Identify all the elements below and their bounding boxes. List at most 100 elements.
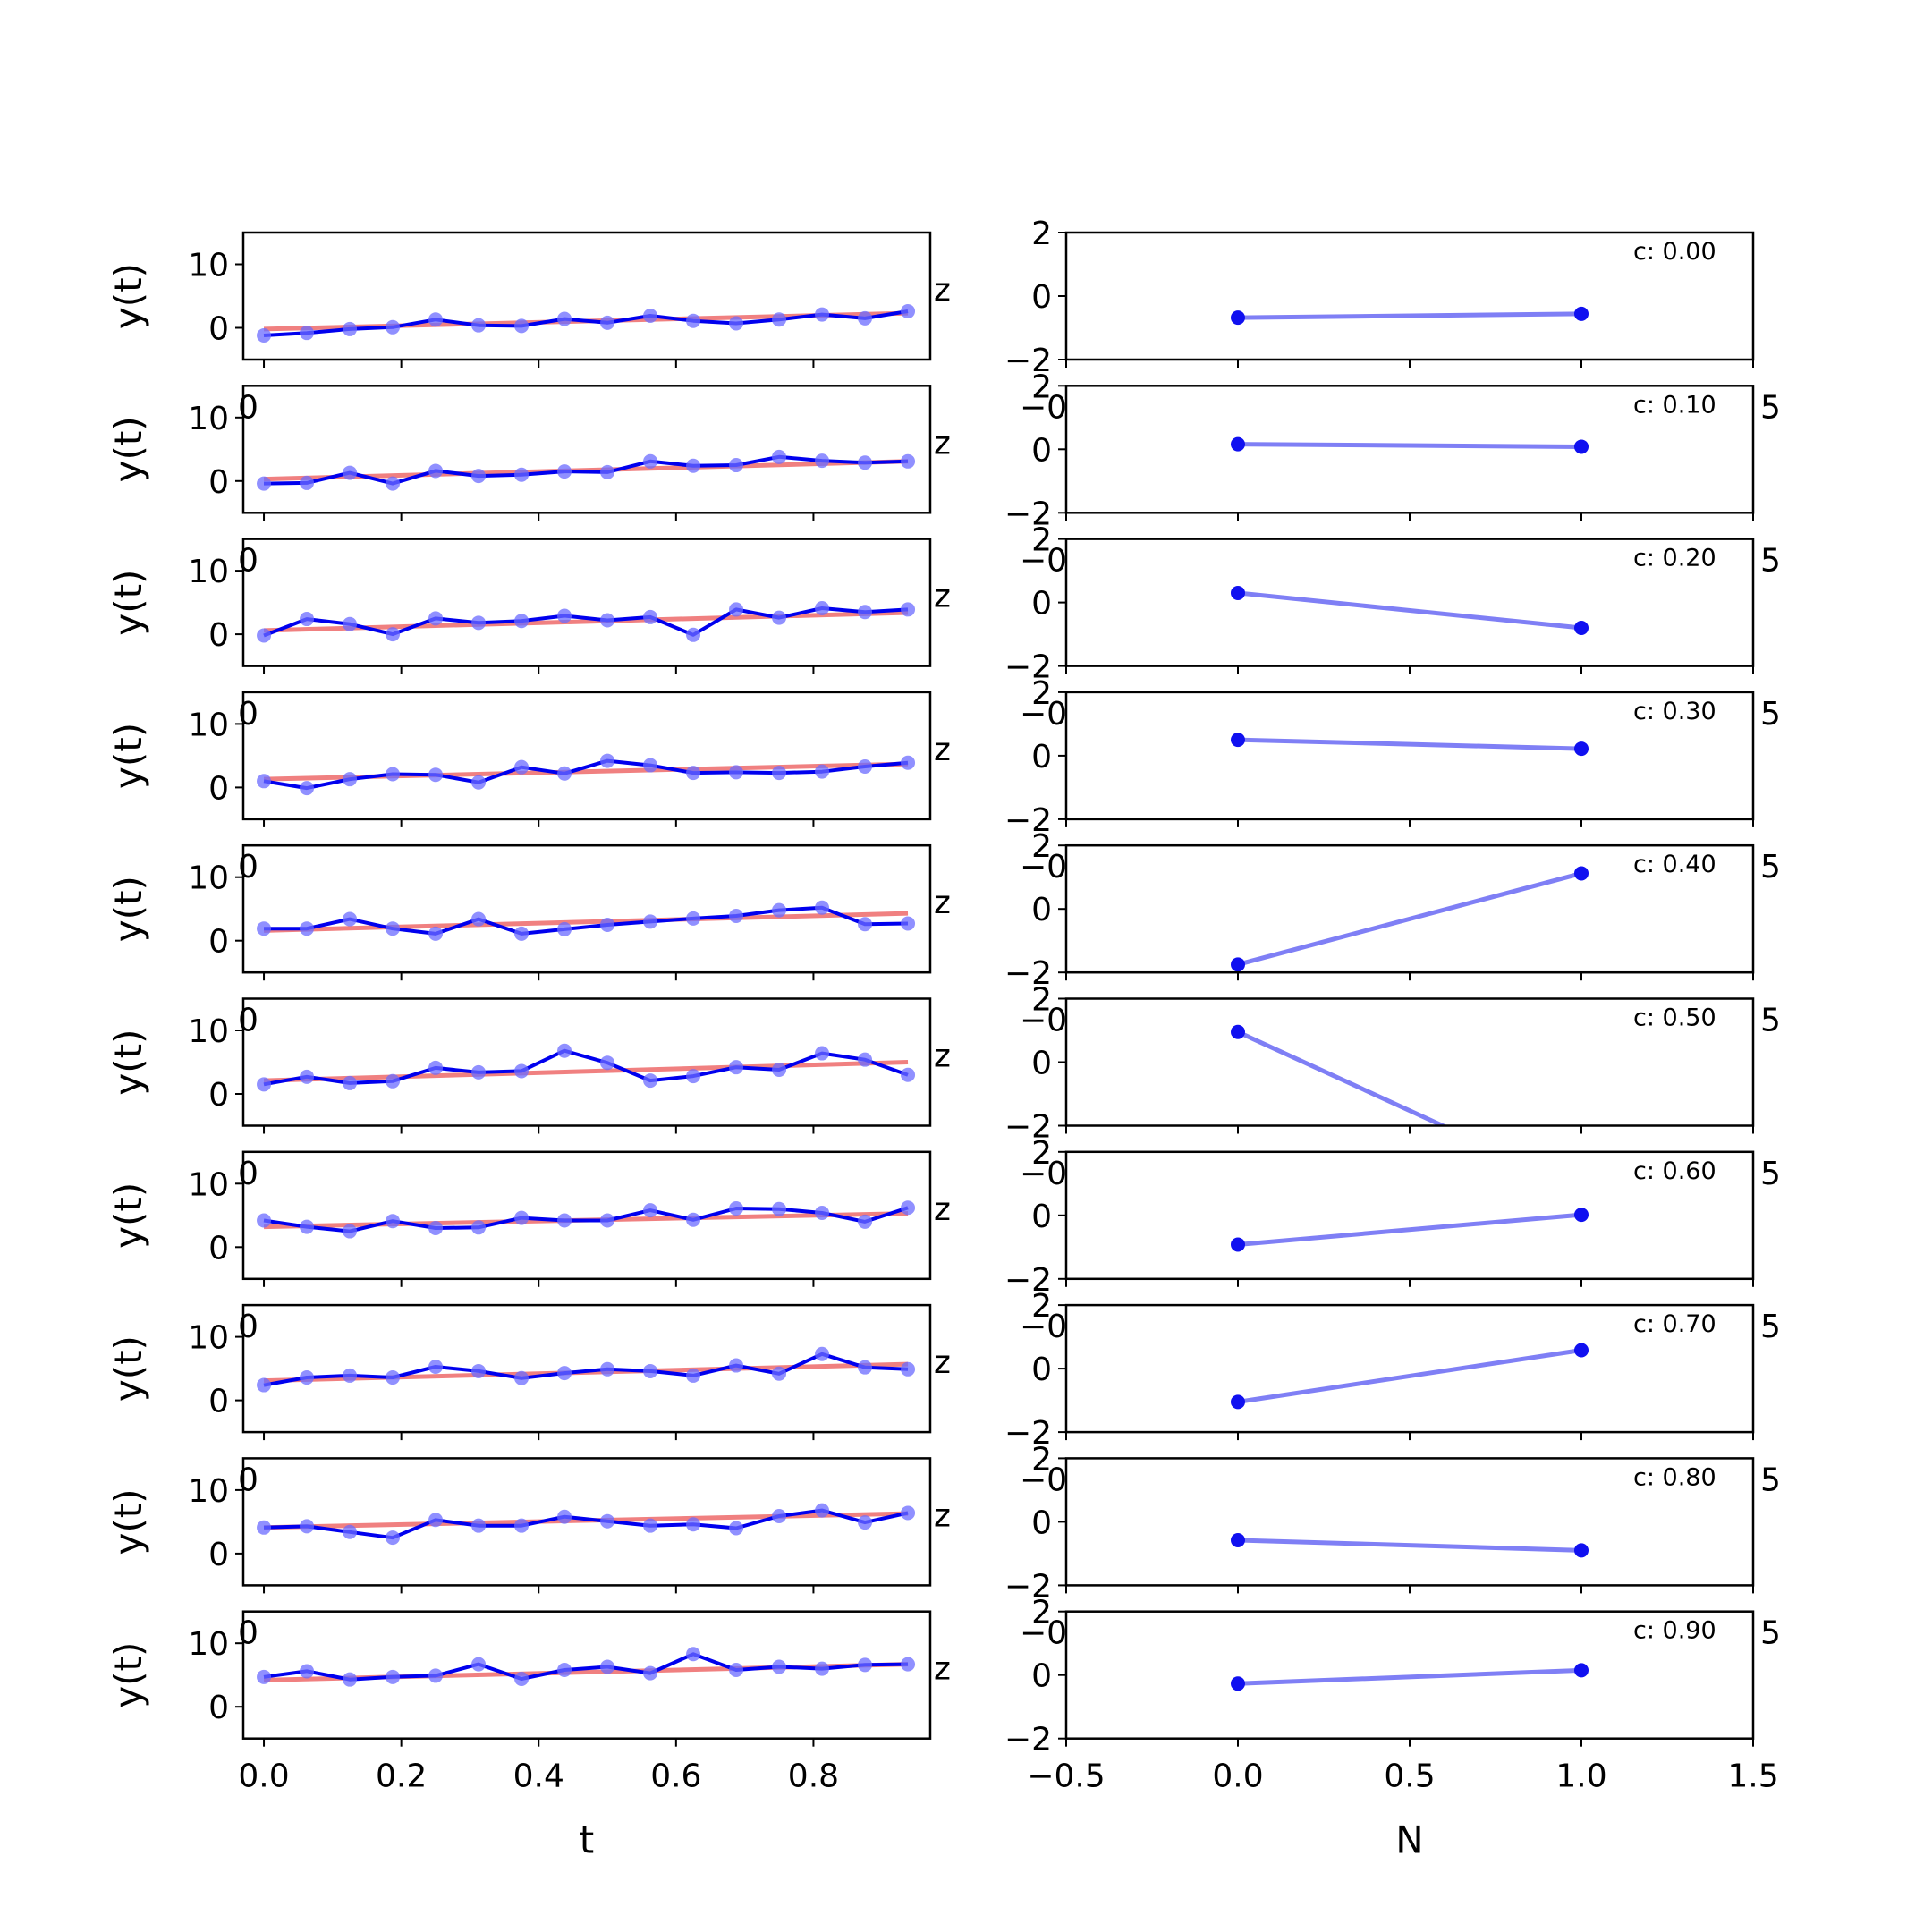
pair-point — [1231, 1394, 1245, 1410]
data-point — [772, 766, 787, 781]
y-tick-label: 0 — [208, 1230, 229, 1267]
data-point — [428, 1060, 444, 1075]
x-tick-label: 1.0 — [1555, 1758, 1606, 1795]
y-tick-label: −2 — [1004, 1568, 1052, 1605]
data-point — [300, 921, 315, 936]
right-subplot: −0 5 c: 0.30 −2 0 2 — [1004, 675, 1781, 839]
data-point — [343, 772, 358, 787]
pair-point — [1574, 741, 1589, 757]
data-point — [343, 911, 358, 927]
data-point — [772, 1063, 787, 1078]
data-point — [300, 1519, 315, 1534]
data-point — [428, 1359, 444, 1374]
right-plot-area — [1236, 1030, 1448, 1126]
y-tick-label: 0 — [208, 617, 229, 654]
left-axes-frame — [242, 1457, 932, 1587]
pair-point — [1574, 306, 1589, 321]
data-point — [901, 304, 916, 319]
right-subplot: −0 5 c: 0.10 −2 0 2 — [1004, 369, 1781, 532]
y-tick-label: 0 — [208, 1077, 229, 1114]
data-point — [772, 902, 787, 918]
pair-point — [1231, 1532, 1245, 1547]
data-point — [471, 1220, 487, 1235]
data-point — [257, 1520, 272, 1535]
clipped-tick-fragment: 5 — [1760, 1003, 1781, 1039]
data-point — [428, 611, 444, 626]
data-point — [300, 475, 315, 490]
pair-line — [1237, 590, 1582, 631]
pair-point — [1574, 866, 1589, 881]
left-plot-area — [257, 1647, 916, 1687]
coefficient-label: c: 0.90 — [1633, 1617, 1716, 1645]
data-point — [772, 610, 787, 625]
right-subplot: −0 5 c: 0.40 −2 0 2 — [1004, 828, 1781, 992]
y-tick-label: −2 — [1004, 649, 1052, 686]
data-point — [471, 469, 487, 484]
pair-point — [1231, 1237, 1245, 1252]
data-point — [815, 600, 830, 615]
clipped-tick-fragment: −0 — [1020, 389, 1067, 426]
data-point — [600, 315, 615, 330]
data-point — [557, 464, 572, 479]
data-point — [600, 613, 615, 628]
data-point — [729, 458, 744, 473]
data-point — [901, 1505, 916, 1521]
x-tick-label: 0.4 — [513, 1758, 564, 1795]
data-point — [386, 1214, 401, 1229]
data-point — [386, 319, 401, 335]
data-point — [300, 781, 315, 796]
y-tick-label: 0 — [1031, 432, 1052, 469]
data-point — [600, 1055, 615, 1071]
data-point — [343, 1368, 358, 1383]
clipped-tick-fragment: 5 — [1760, 1462, 1781, 1498]
clipped-tick-fragment: z — [934, 1497, 951, 1534]
clipped-tick-fragment: 0 — [238, 1615, 258, 1652]
clipped-tick-fragment: 0 — [238, 389, 258, 426]
y-tick-label: 2 — [1031, 1135, 1052, 1172]
data-point — [300, 326, 315, 341]
pair-line — [1237, 1212, 1582, 1247]
clipped-tick-fragment: 0 — [238, 1462, 258, 1498]
pair-line — [1237, 737, 1582, 751]
y-tick-label: 0 — [208, 464, 229, 501]
data-series-line — [263, 1206, 909, 1233]
data-point — [643, 1363, 658, 1378]
y-tick-label: 0 — [1031, 1658, 1052, 1695]
y-tick-label: 0 — [208, 311, 229, 348]
left-axes-frame — [242, 1610, 932, 1740]
data-point — [428, 463, 444, 479]
data-point — [643, 1073, 658, 1089]
data-point — [686, 458, 701, 473]
left-axes-frame — [242, 691, 932, 821]
data-point — [815, 764, 830, 779]
data-point — [858, 1214, 873, 1229]
y-tick-label: 2 — [1031, 675, 1052, 712]
data-point — [858, 310, 873, 326]
data-point — [300, 612, 315, 627]
coefficient-label: c: 0.20 — [1633, 545, 1716, 572]
data-point — [858, 758, 873, 774]
left-axes-frame — [242, 843, 932, 974]
data-point — [643, 309, 658, 324]
pair-line — [1236, 1030, 1448, 1126]
pair-point — [1574, 439, 1589, 454]
right-x-axis-label: N — [1395, 1818, 1423, 1862]
left-x-axis-label: t — [580, 1818, 594, 1862]
data-point — [686, 766, 701, 781]
clipped-tick-fragment: −0 — [1020, 849, 1067, 886]
y-axis-label: y(t) — [106, 1488, 150, 1555]
data-point — [686, 1069, 701, 1084]
y-tick-label: 0 — [208, 1690, 229, 1726]
data-point — [471, 911, 487, 927]
data-point — [729, 1200, 744, 1216]
data-point — [428, 767, 444, 783]
data-point — [600, 1513, 615, 1529]
data-series-line — [263, 606, 909, 638]
data-point — [901, 1657, 916, 1672]
left-plot-area — [257, 900, 916, 941]
y-axis-label: y(t) — [106, 1642, 150, 1708]
